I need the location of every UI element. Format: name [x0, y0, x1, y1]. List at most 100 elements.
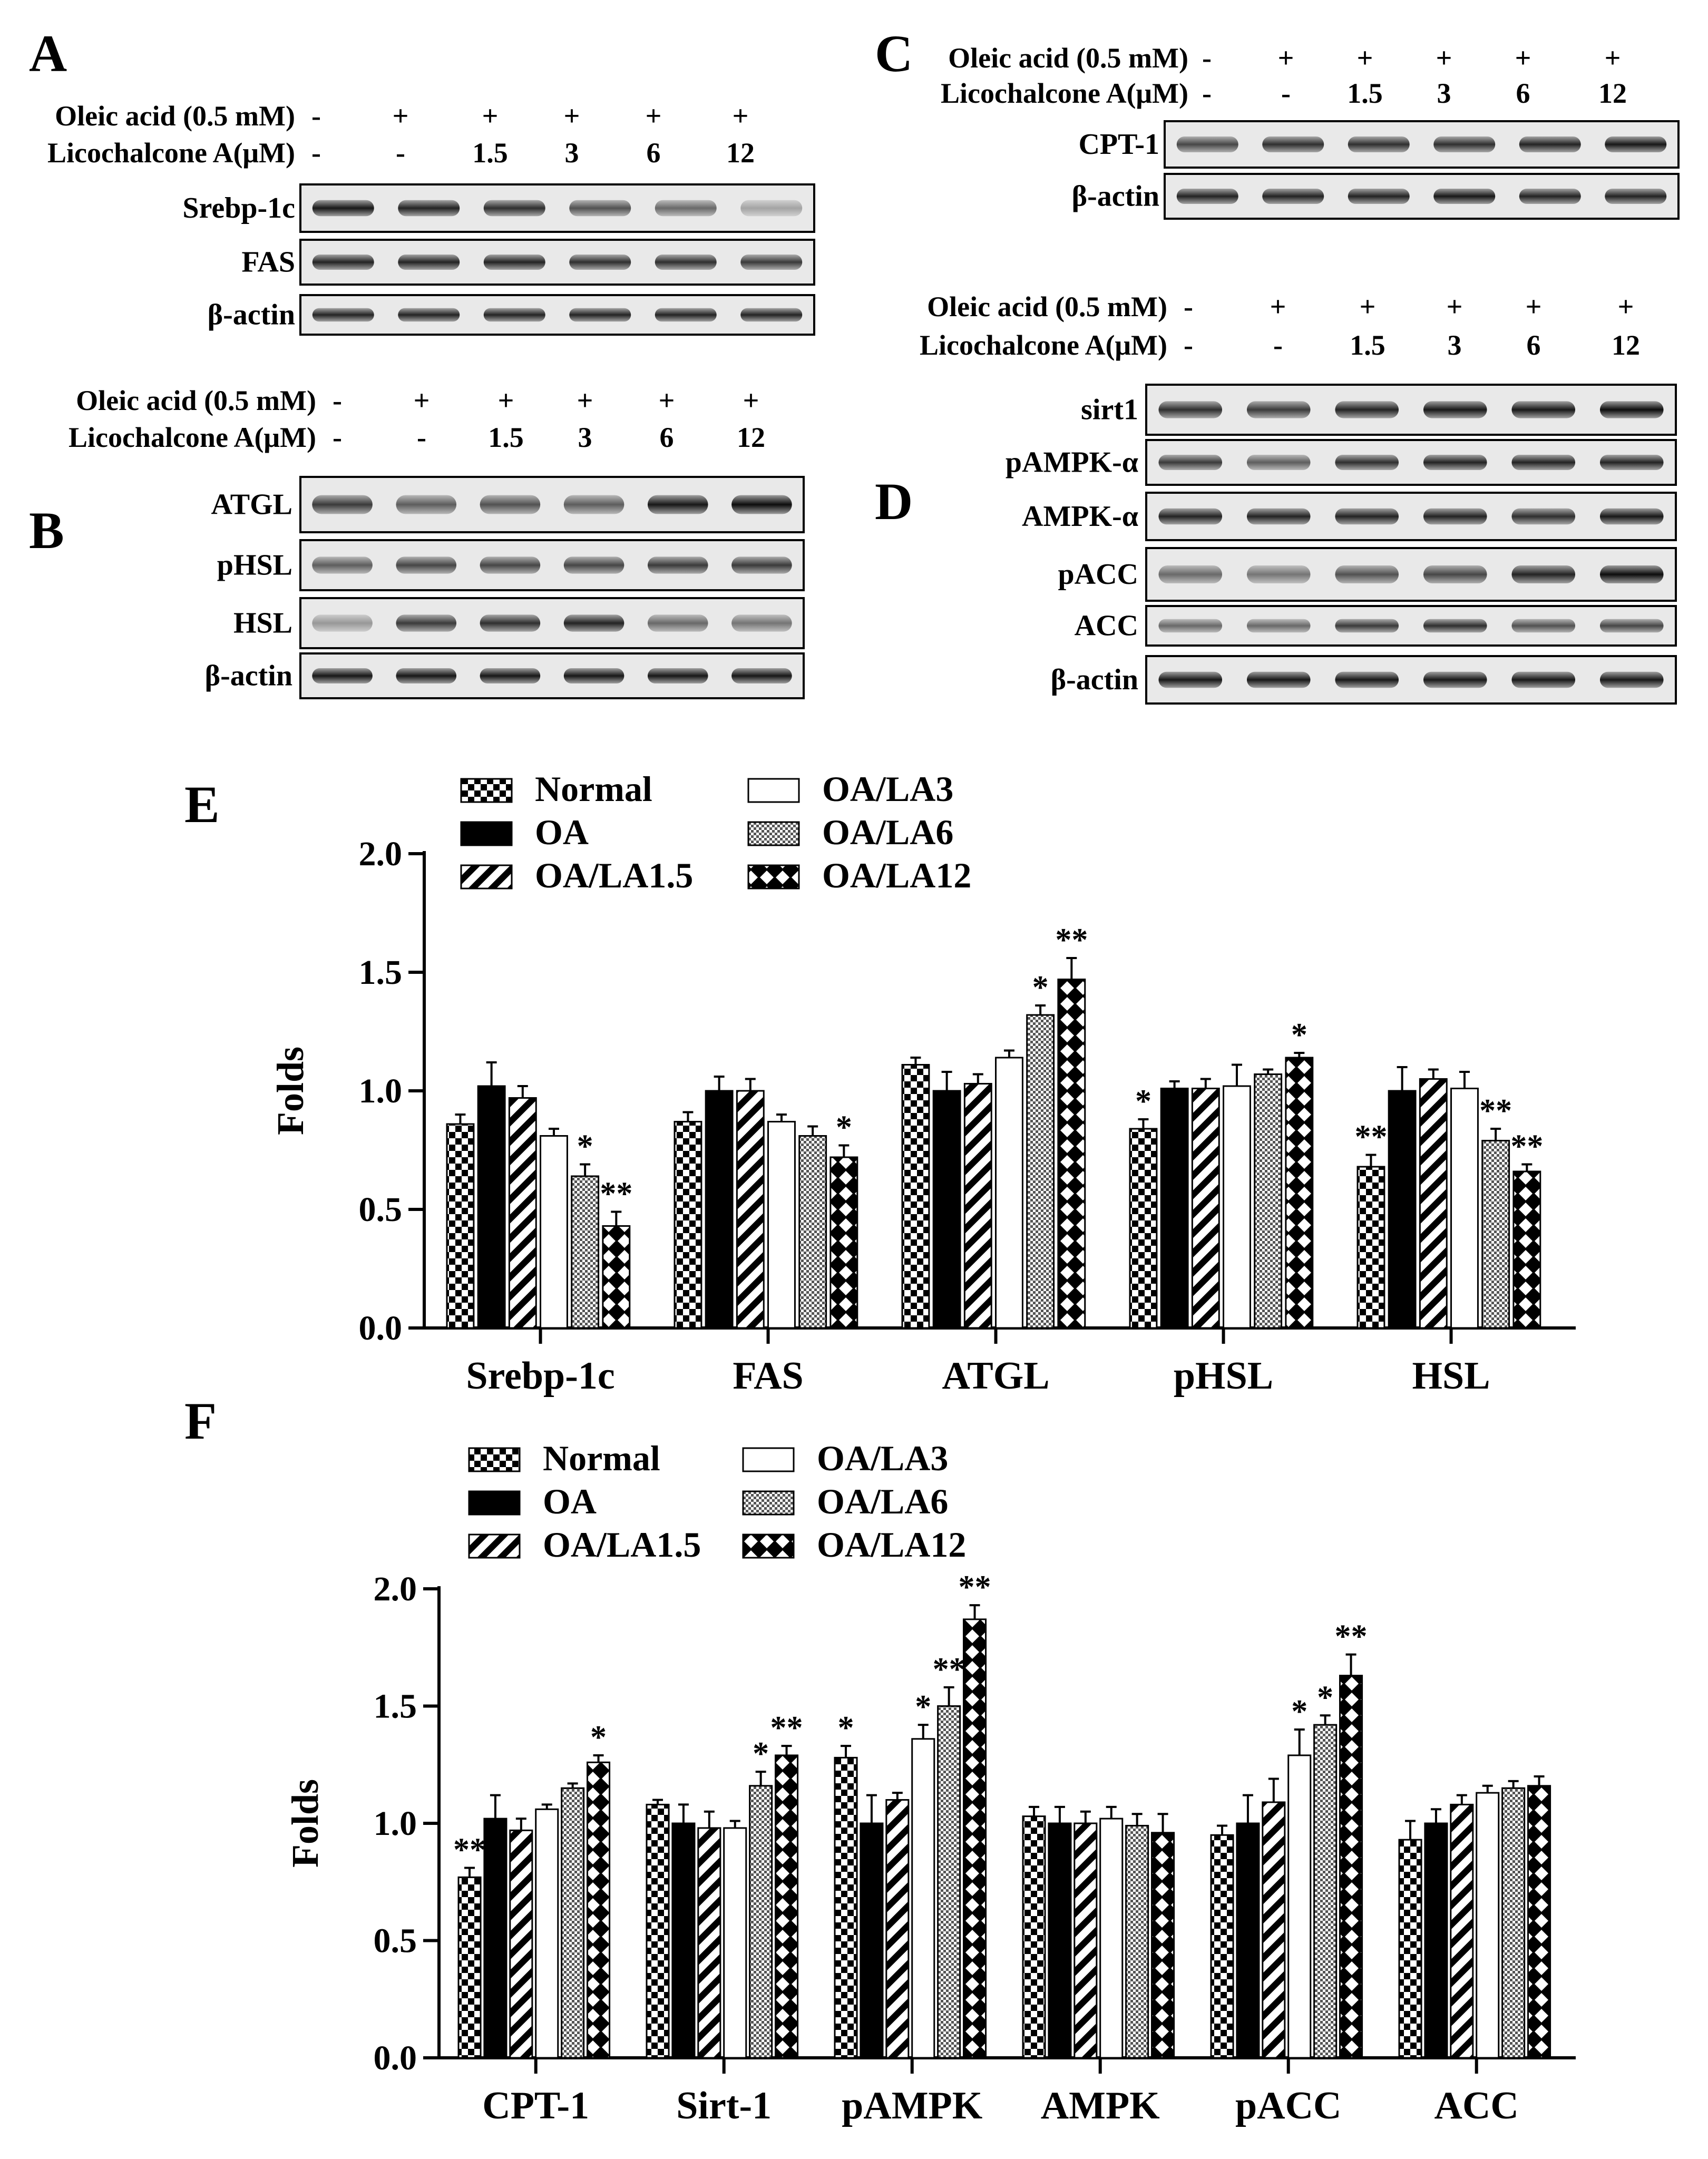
chart-f-bar [1073, 1822, 1098, 2059]
chart-f-bar [671, 1822, 696, 2059]
chart-e-legend-swatch [460, 821, 513, 846]
panel-a-oleic-lane-1: - [311, 100, 321, 132]
chart-f: 0.00.51.01.52.0FoldsCPT-1***Sirt-1***pAM… [284, 1438, 1576, 2127]
chart-f-bar [1022, 1815, 1046, 2059]
chart-e-bar [446, 1123, 475, 1329]
chart-f-legend-swatch [468, 1447, 521, 1472]
panel-d-blot-ampk-band-5 [1511, 508, 1576, 525]
panel-d-blot-pampk-label: pAMPK-α [1006, 446, 1138, 479]
chart-e-bar [1254, 1073, 1283, 1329]
chart-f-bar [483, 1818, 507, 2059]
panel-b-oleic-lane-3: + [498, 385, 514, 416]
chart-e-significance-mark: ** [1055, 922, 1088, 958]
panel-c-oleic-lane-5: + [1515, 42, 1531, 74]
chart-e-ytick-label: 1.5 [359, 953, 403, 992]
panel-c-oleic-label: Oleic acid (0.5 mM) [948, 42, 1188, 74]
panel-d-lico-label: Licochalcone A(μM) [920, 329, 1167, 361]
panel-d-blot-pampk-band-6 [1599, 455, 1664, 470]
chart-e-significance-mark: * [1135, 1083, 1151, 1119]
chart-e-significance-mark: * [577, 1129, 593, 1165]
panel-a-blot-fas-strip [299, 239, 815, 286]
panel-d-blot-pacc-band-3 [1335, 565, 1399, 583]
panel-a-blot--actin-band-1 [312, 308, 374, 322]
panel-c-blot--actin-band-6 [1605, 189, 1667, 204]
panel-b-oleic-lane-1: - [333, 385, 342, 416]
panel-b-blot-phsl-band-1 [312, 556, 373, 574]
chart-e-bar [1512, 1170, 1541, 1329]
panel-a-blot-fas-band-6 [740, 255, 803, 270]
panel-d-blot--actin-band-6 [1599, 671, 1664, 688]
chart-f-bar [860, 1822, 884, 2059]
panel-b-blot--actin-band-4 [563, 668, 624, 683]
panel-c-oleic-lane-3: + [1357, 42, 1373, 74]
panel-d-blot-sirt1-band-6 [1599, 401, 1664, 418]
chart-f-bar [963, 1618, 987, 2059]
panel-b-lico-lane-4: 3 [578, 422, 592, 453]
chart-e-significance-mark: ** [600, 1176, 632, 1212]
panel-d-blot-acc-band-4 [1423, 619, 1487, 633]
panel-a-blot-fas-band-4 [569, 255, 631, 270]
panel-c: C Oleic acid (0.5 mM) Licochalcone A(μM)… [875, 24, 1680, 220]
chart-f-bar [587, 1761, 611, 2059]
panel-a-blot-srebp-1c-band-5 [655, 200, 717, 217]
chart-e-category-label: HSL [1412, 1354, 1490, 1398]
panel-b-blot-hsl-strip [299, 597, 805, 649]
chart-f-bar [1210, 1834, 1234, 2059]
chart-e-bar [1223, 1085, 1251, 1329]
chart-e-legend-label: OA [535, 812, 589, 852]
panel-c-blot--actin-strip [1164, 173, 1680, 220]
panel-a-blot-srebp-1c-band-6 [740, 200, 803, 217]
chart-f-ytick-label: 2.0 [374, 1570, 417, 1608]
chart-e-bar [932, 1090, 961, 1329]
chart-f-category-label: Sirt-1 [676, 2084, 772, 2127]
chart-f-category-label: ACC [1434, 2084, 1519, 2127]
panel-a-oleic-lane-2: + [393, 100, 409, 132]
chart-f-significance-mark: ** [933, 1652, 965, 1687]
chart-e-legend-label: OA/LA3 [822, 769, 953, 809]
panel-a-blot--actin-strip [299, 294, 815, 336]
panel-d-lico-lane-3: 1.5 [1350, 329, 1385, 361]
chart-e-bar [1356, 1166, 1385, 1329]
panel-d-blot-pacc-band-5 [1511, 565, 1576, 583]
panel-e: E 0.00.51.01.52.0FoldsSrebp-1c***FAS*ATG… [184, 769, 1576, 1398]
chart-e-legend-swatch [747, 864, 800, 890]
panel-a-oleic-lane-3: + [482, 100, 499, 132]
panel-c-lico-lane-2: - [1281, 77, 1291, 109]
chart-e-category-label: pHSL [1174, 1354, 1273, 1398]
panel-d-blot-acc-band-2 [1246, 619, 1311, 633]
panel-d-lico-lane-4: 3 [1448, 329, 1462, 361]
panel-b-letter: B [29, 501, 64, 560]
chart-f-category-label: CPT-1 [482, 2084, 589, 2127]
chart-f-legend-label: OA/LA12 [817, 1525, 966, 1565]
panel-b-blot-phsl-band-2 [396, 556, 457, 574]
panel-c-oleic-lane-1: - [1202, 42, 1212, 74]
panel-d-lico-lane-5: 6 [1527, 329, 1541, 361]
panel-d-letter: D [875, 472, 913, 531]
chart-e-legend-label: OA/LA1.5 [535, 855, 693, 895]
chart-f-category-label: AMPK [1041, 2084, 1160, 2127]
panel-b-blot-phsl-band-6 [731, 556, 792, 574]
panel-b-blot--actin-band-6 [731, 668, 792, 683]
chart-f-bar [1527, 1785, 1551, 2059]
panel-b-lico-lane-3: 1.5 [488, 422, 524, 453]
panel-a-blot-srebp-1c-band-1 [312, 200, 374, 217]
panel-b-blot-phsl-strip [299, 539, 805, 591]
chart-e-significance-mark: ** [1510, 1129, 1543, 1165]
panel-b-lico-lane-1: - [333, 422, 342, 453]
chart-e-significance-mark: ** [1479, 1093, 1512, 1129]
panel-a-lico-label: Licochalcone A(μM) [47, 137, 295, 169]
panel-b-blot-hsl-band-1 [312, 614, 373, 632]
panel-a-lico-lane-6: 12 [726, 137, 755, 169]
panel-d-oleic-label: Oleic acid (0.5 mM) [927, 291, 1167, 323]
panel-a-blot-srebp-1c-band-3 [483, 200, 545, 217]
panel-c-blot-cpt-1-band-1 [1176, 136, 1238, 152]
chart-f-bar [1501, 1787, 1526, 2059]
chart-e-bar [540, 1135, 568, 1329]
chart-e-bar [571, 1175, 600, 1329]
panel-d-oleic-lane-1: - [1184, 291, 1193, 323]
chart-e-ytick-label: 0.0 [359, 1309, 403, 1347]
panel-b-blot--actin-strip [299, 652, 805, 699]
panel-f-letter: F [184, 1392, 217, 1450]
panel-b-blot-hsl-band-5 [647, 614, 708, 632]
panel-d-blot-ampk-band-2 [1246, 508, 1311, 525]
